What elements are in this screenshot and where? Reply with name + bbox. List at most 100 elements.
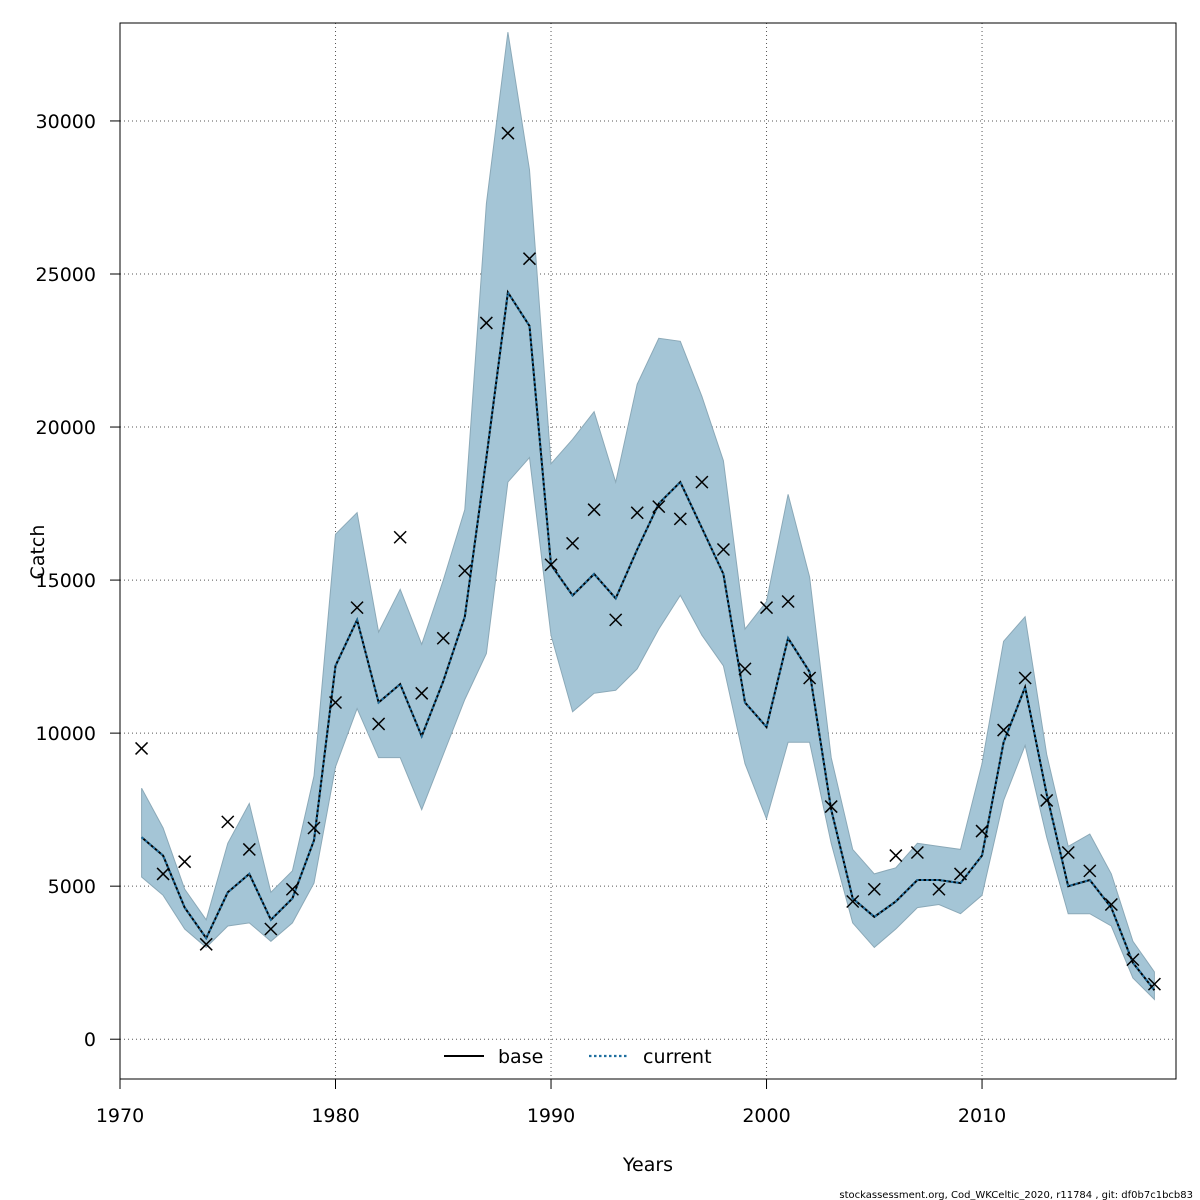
y-tick-label: 25000 [36,264,96,286]
observed-point [307,821,321,835]
observed-point-stroke [889,849,903,863]
observed-point-stroke [458,564,472,578]
observed-point [350,601,364,615]
series-line-current-base [140,289,1156,991]
y-axis-title: Catch [27,525,49,580]
observed-point [738,662,752,676]
y-tick-label: 30000 [36,111,96,133]
observed-point-stroke [1104,898,1118,912]
observed-point-stroke [1061,845,1075,860]
y-axis: 0 5000 10000 15000 20000 25000 30000 [36,111,121,1051]
x-tick-label: 1970 [96,1105,144,1127]
observed-point-stroke [199,937,213,951]
observed-points-layer [135,126,1161,991]
observed-point-stroke [867,882,881,896]
observed-point-stroke [328,695,343,710]
observed-point [803,671,817,685]
observed-point [1018,671,1032,685]
observed-point [436,631,450,645]
observed-point-stroke [156,867,170,881]
observed-point-stroke [221,815,235,829]
legend: base current [444,1046,712,1068]
observed-point [997,723,1011,737]
observed-point-stroke [824,800,838,814]
observed-point-stroke [695,475,709,489]
observed-point [975,824,989,838]
x-tick-label: 1990 [527,1105,575,1127]
observed-point-stroke [285,882,299,896]
observed-point-stroke [436,631,450,645]
observed-point-stroke [738,662,752,676]
observed-point [522,252,536,266]
observed-point [372,717,386,731]
observed-point [652,500,666,514]
y-tick-label: 5000 [48,876,96,898]
observed-point [178,855,192,869]
observed-point-stroke [975,824,989,838]
observed-point [824,800,838,814]
observed-point [609,613,623,627]
y-tick-label: 0 [84,1029,96,1051]
observed-point [1126,953,1140,967]
observed-point-stroke [953,867,968,881]
observed-point-stroke [760,601,774,615]
x-axis-title: Years [622,1154,673,1176]
observed-point-stroke [846,894,860,908]
observed-point-stroke [716,542,730,556]
observed-point [544,558,558,572]
observed-point-stroke [544,558,558,572]
observed-point-stroke [932,882,946,896]
observed-point [501,126,515,140]
y-tick-label: 10000 [36,723,96,745]
x-tick-label: 2010 [958,1105,1006,1127]
observed-point [953,867,968,881]
observed-point [242,842,256,856]
observed-point [264,922,278,936]
observed-point [932,882,946,896]
observed-point [889,849,903,863]
observed-point [716,542,730,556]
observed-point-stroke [522,252,536,266]
observed-point [846,894,860,908]
observed-point [1147,977,1161,991]
x-axis: 1970 1980 1990 2000 2010 [96,1078,1006,1127]
observed-point [566,536,580,550]
observed-point-stroke [350,601,364,615]
observed-point [630,506,644,520]
observed-point-stroke [997,723,1011,737]
observed-point-stroke [673,512,687,526]
y-tick-label: 15000 [36,570,96,592]
observed-point [1061,845,1075,860]
observed-point-stroke [501,126,515,140]
observed-point-stroke [609,613,623,627]
observed-point [695,475,709,489]
observed-point-stroke [242,842,256,856]
observed-point-stroke [479,316,493,330]
observed-point-stroke [178,855,192,869]
legend-label-current: current [643,1046,712,1068]
observed-point-stroke [264,922,278,936]
observed-point-stroke [372,717,386,731]
x-tick-label: 1980 [311,1105,359,1127]
observed-point-stroke [393,530,407,544]
legend-label-base: base [498,1046,543,1068]
observed-point-stroke [1083,864,1097,878]
confidence-band [141,32,1155,1001]
observed-point [1104,898,1118,912]
confidence-band-layer [141,32,1155,1001]
observed-point [479,316,493,330]
observed-point-stroke [1040,793,1054,807]
observed-point [199,937,213,951]
observed-point [285,882,299,896]
observed-point-stroke [630,506,644,520]
observed-point [587,503,601,517]
observed-point-stroke [587,503,601,517]
y-tick-label: 20000 [36,417,96,439]
observed-point [328,695,343,710]
footer-note: stockassessment.org, Cod_WKCeltic_2020, … [839,1190,1193,1200]
observed-point-stroke [566,536,580,550]
observed-point [781,594,795,609]
observed-point [910,845,924,860]
observed-point [221,815,235,829]
